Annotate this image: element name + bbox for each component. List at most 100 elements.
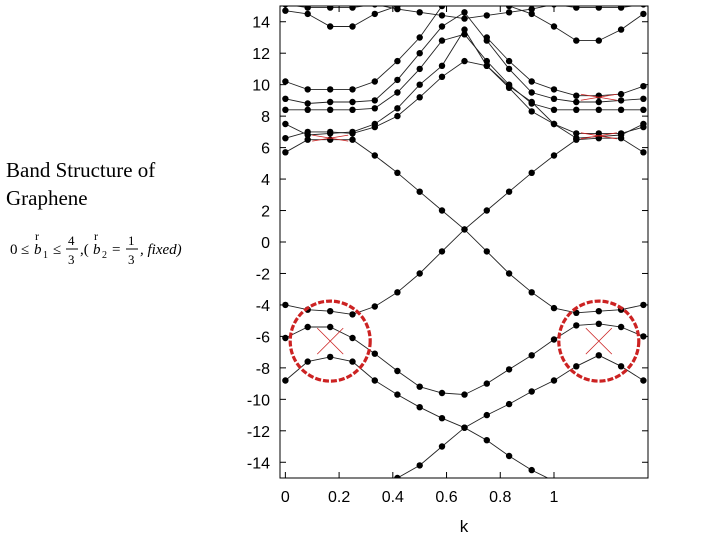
series-layer [282, 6, 647, 478]
band-5-point-4 [349, 136, 356, 143]
band-10-point-7 [416, 34, 423, 41]
formula-frac-2-den: 3 [128, 252, 135, 267]
formula-eq: = [112, 242, 120, 258]
band-4-point-10 [483, 207, 490, 214]
band-11-line [285, 6, 398, 27]
formula-b2: b [93, 242, 101, 258]
band-3-point-5 [371, 350, 378, 357]
band-7-line [285, 28, 644, 139]
formula-le-2: ≤ [53, 242, 61, 258]
y-tick-label: 14 [252, 15, 270, 32]
annotation-layer [288, 93, 641, 383]
band-9-point-8 [438, 23, 446, 30]
band-7-point-9 [461, 26, 468, 33]
formula-sub-2: 2 [102, 250, 107, 261]
band-6 [282, 57, 647, 142]
band-5-point-1 [282, 149, 289, 156]
band-9 [282, 9, 647, 107]
band-6-point-1 [282, 135, 289, 142]
band-4-point-3 [327, 308, 334, 315]
band-5-point-15 [595, 308, 602, 315]
band-10-point-11 [505, 57, 513, 65]
band-11 [282, 6, 647, 44]
band-10-point-14 [573, 92, 580, 99]
band-2-point-12 [528, 388, 535, 395]
band-8-point-3 [327, 106, 334, 114]
band-4-point-5 [371, 303, 378, 310]
band-5-point-6 [394, 169, 401, 176]
y-tick-label: -14 [247, 455, 270, 472]
band-9-point-9 [461, 9, 468, 16]
band-9-point-2 [304, 100, 311, 107]
band-8-point-9 [461, 31, 468, 38]
band-7-point-15 [595, 133, 602, 140]
band-5-point-9 [461, 226, 468, 233]
band-4-point-12 [528, 169, 535, 176]
y-tick-label: -2 [256, 266, 270, 283]
caption-line-2: Graphene [6, 186, 88, 210]
band-10-point-17 [640, 83, 647, 90]
band-12-point-17 [640, 6, 647, 8]
band-9-point-11 [505, 65, 513, 73]
band-8-point-11 [505, 81, 513, 88]
band-9-point-5 [371, 97, 378, 104]
band-10-line [486, 37, 644, 97]
band-2-point-16 [617, 363, 625, 370]
band-5-point-7 [416, 188, 423, 195]
band-11-point-4 [349, 23, 356, 30]
band-2-point-6 [394, 474, 401, 478]
band-8-point-4 [349, 106, 356, 114]
band-7-point-13 [550, 120, 558, 128]
band-12-point-12 [528, 6, 535, 13]
band-6-point-8 [438, 73, 446, 81]
band-3-point-12 [528, 352, 535, 359]
formula-vector-mark-1: r [35, 229, 39, 243]
y-tick-label: 0 [261, 235, 270, 252]
band-3-point-16 [617, 323, 625, 331]
band-3 [282, 320, 647, 398]
band-1-point-6 [394, 391, 401, 398]
formula-fixed: , fixed) [140, 242, 182, 258]
band-8-point-12 [528, 100, 535, 107]
band-10-point-6 [394, 57, 401, 65]
band-10-point-3 [327, 86, 334, 93]
wave-vector-formula: 0 ≤ r b 1 ≤ 4 3 ,( r b 2 = 1 3 , fixed) [10, 229, 182, 267]
band-8-point-17 [640, 106, 647, 114]
band-9-point-1 [282, 95, 289, 103]
band-1-point-1 [282, 377, 289, 384]
band-3-point-11 [505, 366, 513, 373]
band-3-point-15 [595, 320, 602, 327]
band-8 [282, 31, 647, 114]
band-12-point-15 [595, 6, 602, 11]
band-12-point-3 [327, 6, 334, 11]
axis-layer: -14 -12 -10 -8 -6 -4 -2 0 2 4 6 8 10 12 14 0 0.2 0.4 0.6 0.… [247, 6, 648, 506]
band-11-point-12 [528, 10, 535, 18]
band-2-line [397, 354, 644, 478]
band-8-point-7 [416, 65, 423, 73]
x-tick-label: 0.8 [489, 489, 511, 506]
band-7-point-10 [483, 62, 490, 69]
band-2-point-11 [505, 400, 513, 408]
band-4-point-7 [416, 270, 423, 277]
band-5-point-8 [438, 207, 446, 214]
y-tick-label: -6 [256, 329, 270, 346]
band-12-point-9 [461, 15, 468, 22]
formula-sub-1: 1 [43, 250, 48, 261]
y-tick-label: 6 [261, 141, 270, 158]
band-5-point-2 [304, 136, 311, 143]
band-5-point-5 [371, 152, 378, 159]
band-11-line [508, 6, 644, 42]
band-10-point-10 [483, 34, 490, 41]
band-7-point-17 [640, 120, 647, 128]
band-12-point-5 [372, 6, 378, 8]
y-tick-label: 2 [261, 204, 270, 221]
x-tick-label: 0.4 [382, 489, 404, 506]
band-11-point-14 [573, 37, 580, 44]
band-9-point-14 [573, 98, 580, 106]
formula-zero: 0 [10, 242, 18, 258]
band-5-point-13 [550, 304, 558, 312]
degeneracy-mark-1 [312, 134, 349, 142]
band-1-point-12 [528, 466, 535, 474]
band-3-point-3 [327, 323, 334, 331]
band-9-point-7 [416, 50, 423, 57]
